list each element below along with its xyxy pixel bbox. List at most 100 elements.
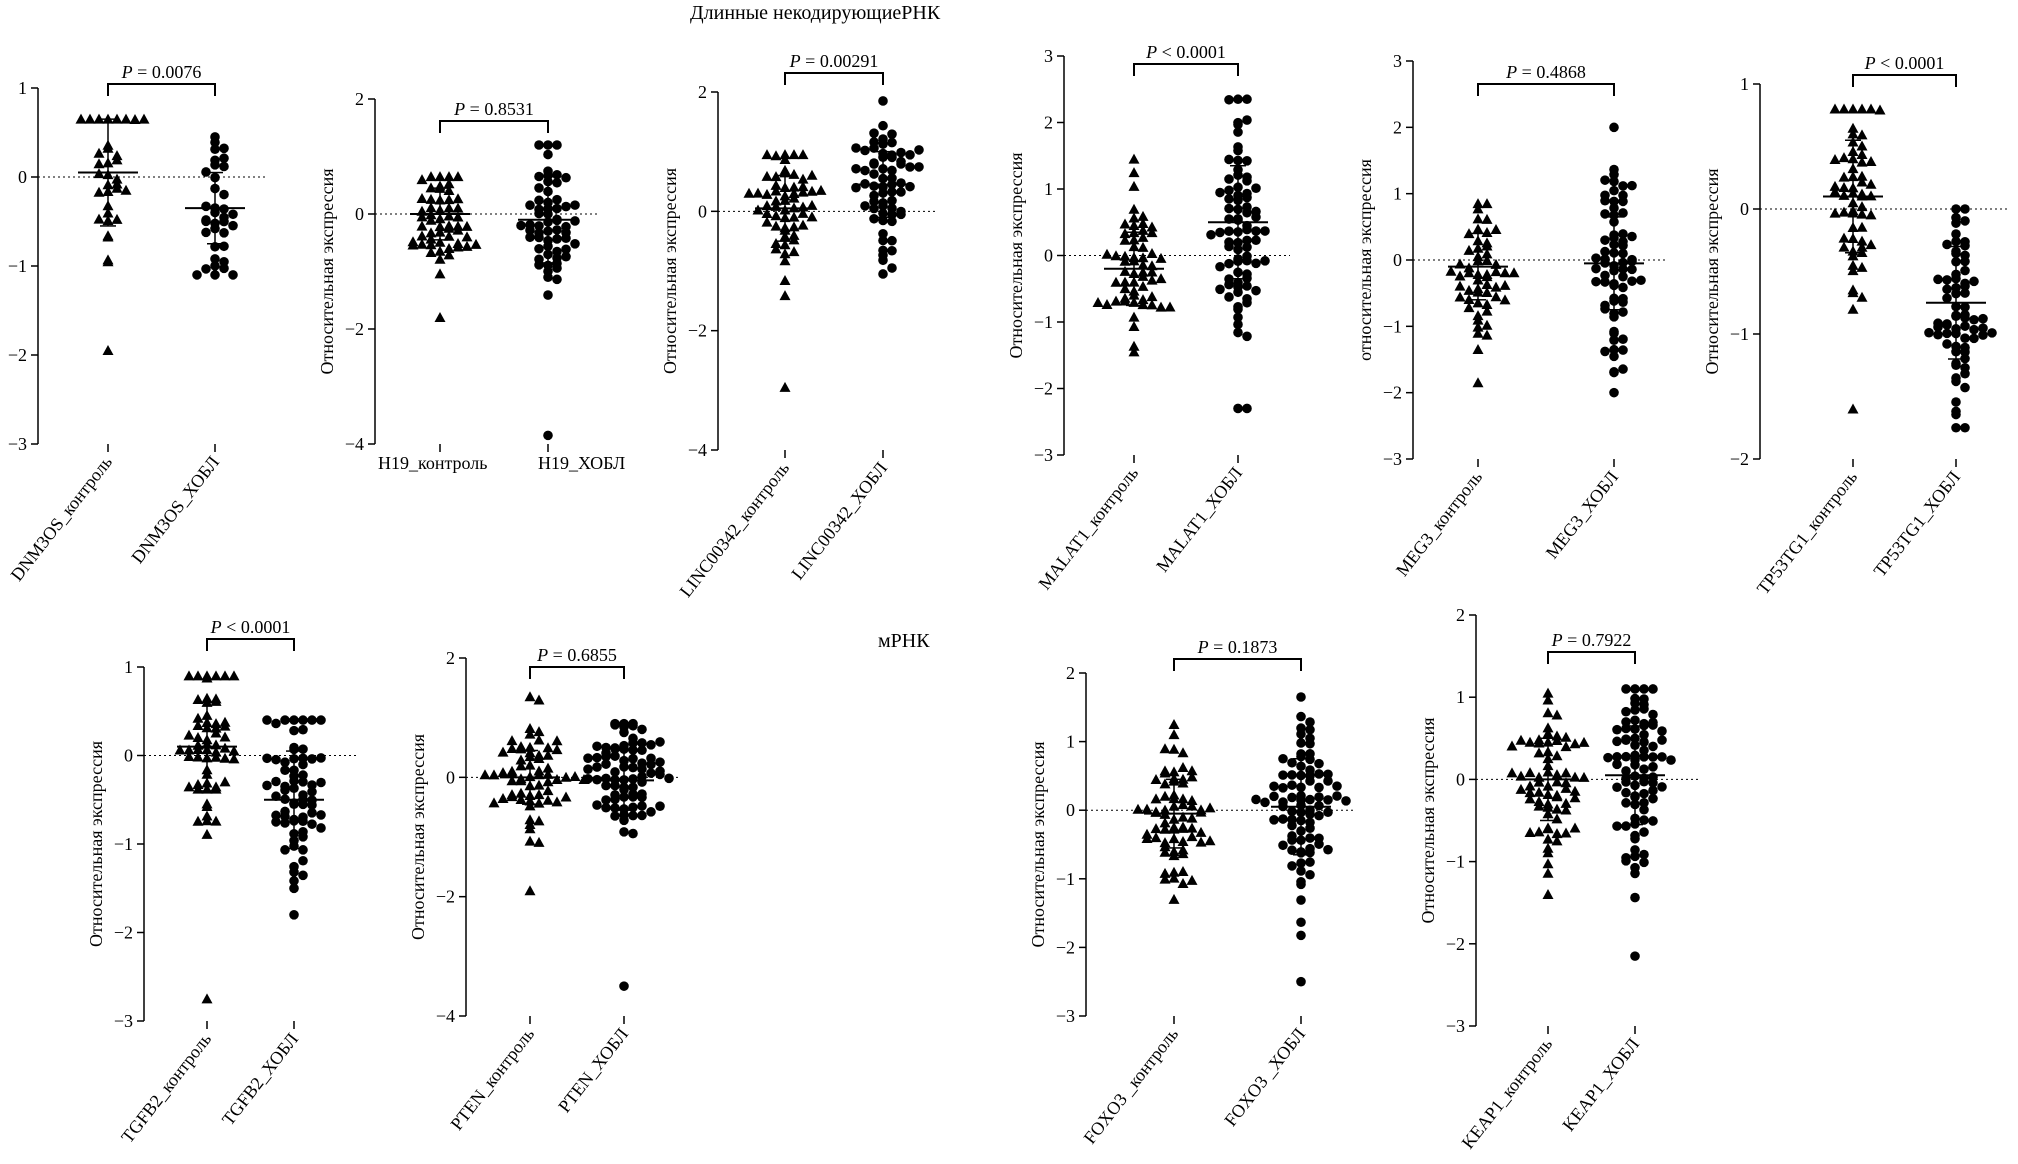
data-point-triangle [506, 743, 518, 754]
data-point-triangle [1119, 292, 1131, 303]
data-point-triangle [1159, 867, 1171, 878]
y-axis-label: Относительная экспрессия [317, 169, 337, 375]
y-tick-label: −3 [1056, 1006, 1075, 1026]
data-point-triangle [1542, 728, 1554, 739]
data-point-circle [1251, 206, 1261, 217]
data-point-triangle [1578, 736, 1590, 747]
data-point-circle [298, 855, 308, 866]
data-point-circle [1621, 766, 1631, 776]
data-point-triangle [1515, 783, 1527, 794]
data-point-triangle [1472, 321, 1484, 332]
data-point-circle [1960, 362, 1970, 373]
data-point-triangle [1533, 800, 1545, 811]
data-point-triangle [416, 220, 428, 231]
data-point-triangle [210, 727, 222, 738]
data-point-circle [1639, 815, 1649, 825]
data-point-triangle [443, 171, 455, 182]
data-point-circle [1287, 861, 1297, 871]
data-point-triangle [1481, 329, 1493, 340]
chart-panel-meg3: 3 2 1 0 −1 −2 −3 относительная экспрессия MEG3_к… [1355, 51, 1666, 580]
data-point-circle [307, 800, 317, 810]
data-point-triangle [1481, 271, 1493, 282]
data-point-circle [1600, 190, 1610, 201]
data-point-triangle [497, 746, 509, 757]
data-point-circle [1323, 844, 1333, 855]
data-point-circle [610, 811, 620, 821]
data-point-triangle [425, 239, 437, 250]
chart-panel-foxo3: 2 1 0 −1 −2 −3 Относительная экспрессия FOXO3 _… [1028, 637, 1353, 1148]
data-point-circle [1600, 246, 1610, 257]
y-tick-label: −4 [345, 434, 364, 454]
data-point-triangle [761, 207, 773, 218]
data-point-triangle [1524, 780, 1536, 791]
data-point-triangle [452, 211, 464, 222]
data-point-circle [1287, 845, 1297, 856]
data-point-triangle [1838, 241, 1850, 252]
data-point-triangle [1186, 794, 1198, 805]
data-point-triangle [1551, 769, 1563, 780]
y-tick-label: −2 [8, 345, 27, 365]
data-point-triangle [797, 219, 809, 230]
data-point-triangle [1847, 103, 1859, 114]
data-point-triangle [1146, 221, 1158, 232]
data-point-circle [561, 244, 571, 255]
data-point-triangle [1560, 731, 1572, 742]
data-point-circle [534, 195, 544, 206]
data-point-triangle [752, 187, 764, 198]
data-point-circle [878, 120, 888, 131]
data-point-circle [1639, 788, 1649, 799]
data-point-circle [896, 159, 906, 169]
data-point-circle [298, 744, 308, 754]
data-point-triangle [102, 254, 114, 265]
data-point-triangle [1856, 201, 1868, 212]
data-point-triangle [1146, 266, 1158, 277]
data-point-circle [887, 137, 897, 148]
data-point-triangle [1177, 878, 1189, 889]
data-point-triangle [1560, 804, 1572, 815]
data-point-circle [1933, 318, 1943, 329]
data-point-circle [619, 827, 629, 837]
data-point-circle [1618, 345, 1628, 355]
data-point-circle [1314, 758, 1324, 769]
data-point-triangle [515, 760, 527, 771]
data-point-triangle [797, 149, 809, 160]
data-point-circle [1951, 358, 1961, 369]
data-point-triangle [1472, 297, 1484, 308]
data-point-triangle [533, 734, 545, 745]
data-point-triangle [1829, 180, 1841, 191]
data-point-triangle [1137, 210, 1149, 221]
data-point-triangle [1481, 237, 1493, 248]
data-point-triangle [1137, 259, 1149, 270]
data-point-circle [1618, 196, 1628, 207]
data-point-triangle [1533, 737, 1545, 748]
x-category-label: H19_ХОБЛ [538, 453, 625, 473]
p-value-label: P = 0.8531 [453, 99, 534, 119]
data-point-circle [628, 745, 638, 755]
data-point-triangle [533, 752, 545, 763]
significance-bracket [107, 83, 216, 96]
data-point-circle [655, 769, 665, 780]
data-point-triangle [434, 245, 446, 256]
data-point-circle [1942, 293, 1952, 303]
data-point-circle [869, 158, 879, 168]
data-point-circle [1969, 333, 1979, 344]
data-point-triangle [1128, 180, 1140, 191]
data-point-circle [1287, 792, 1297, 803]
data-point-triangle [1101, 248, 1113, 259]
data-point-circle [878, 215, 888, 226]
data-point-circle [592, 800, 602, 810]
data-point-circle [1978, 330, 1988, 340]
data-point-triangle [779, 239, 791, 250]
y-tick-label: −1 [1446, 852, 1465, 872]
data-point-circle [655, 801, 665, 811]
data-point-circle [887, 245, 897, 256]
data-point-circle [1242, 176, 1252, 186]
data-point-triangle [497, 767, 509, 778]
data-point-circle [1224, 194, 1234, 204]
data-point-triangle [1445, 265, 1457, 276]
data-point-circle [1314, 769, 1324, 779]
data-point-triangle [1481, 305, 1493, 316]
data-point-circle [1332, 781, 1342, 791]
data-point-triangle [788, 168, 800, 179]
data-point-triangle [1569, 822, 1581, 833]
